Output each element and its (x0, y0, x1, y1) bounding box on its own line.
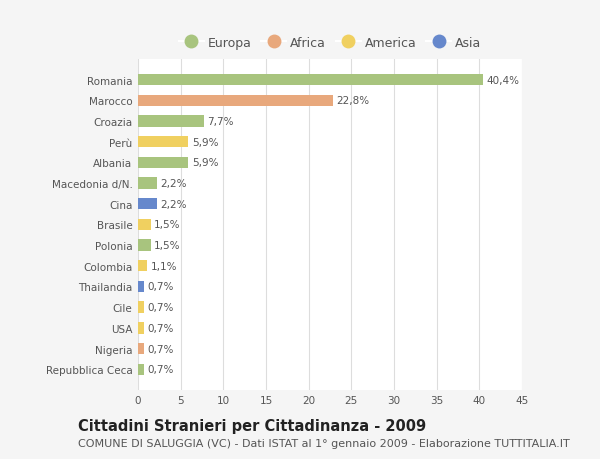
Text: 0,7%: 0,7% (148, 364, 174, 375)
Text: 0,7%: 0,7% (148, 282, 174, 292)
Bar (138, 137, 188, 148)
Text: 40,4%: 40,4% (486, 75, 519, 85)
Bar (138, 302, 144, 313)
Text: 7,7%: 7,7% (207, 117, 233, 127)
Text: 5,9%: 5,9% (192, 158, 218, 168)
Bar (138, 95, 332, 106)
Bar (138, 178, 157, 189)
Text: 2,2%: 2,2% (160, 179, 187, 189)
Bar (138, 157, 188, 168)
Text: 1,5%: 1,5% (154, 241, 181, 251)
Text: Cittadini Stranieri per Cittadinanza - 2009: Cittadini Stranieri per Cittadinanza - 2… (78, 418, 426, 433)
Text: 2,2%: 2,2% (160, 199, 187, 209)
Bar (138, 364, 144, 375)
Text: 22,8%: 22,8% (336, 96, 369, 106)
Bar (138, 281, 144, 292)
Bar (138, 261, 148, 272)
Text: 1,5%: 1,5% (154, 220, 181, 230)
Bar (138, 343, 144, 354)
Text: 0,7%: 0,7% (148, 344, 174, 354)
Text: 0,7%: 0,7% (148, 302, 174, 313)
Bar (138, 116, 204, 127)
Text: 1,1%: 1,1% (151, 261, 178, 271)
Text: 5,9%: 5,9% (192, 137, 218, 147)
Bar (138, 199, 157, 210)
Text: COMUNE DI SALUGGIA (VC) - Dati ISTAT al 1° gennaio 2009 - Elaborazione TUTTITALI: COMUNE DI SALUGGIA (VC) - Dati ISTAT al … (78, 438, 570, 448)
Legend: Europa, Africa, America, Asia: Europa, Africa, America, Asia (175, 33, 485, 53)
Bar (138, 323, 144, 334)
Text: 0,7%: 0,7% (148, 323, 174, 333)
Bar (138, 240, 151, 251)
Bar (138, 219, 151, 230)
Bar (138, 75, 483, 86)
